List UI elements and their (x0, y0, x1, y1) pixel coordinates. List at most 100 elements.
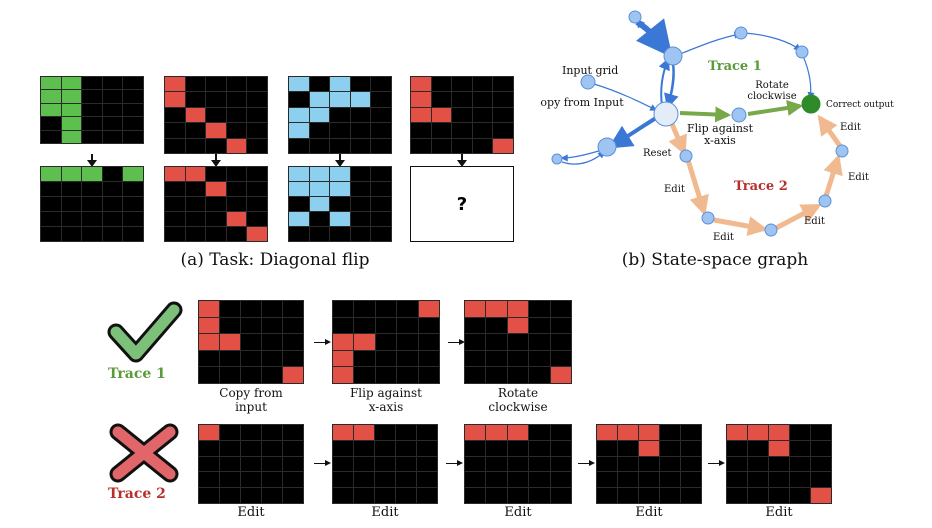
trace-2-step-1-grid (198, 424, 304, 504)
empty-cell (529, 334, 550, 350)
empty-cell (597, 488, 617, 503)
empty-cell (452, 123, 472, 138)
filled-cell (309, 182, 330, 196)
filled-cell (769, 440, 789, 456)
trace-2-step-2-grid (332, 424, 438, 504)
empty-cell (41, 130, 61, 143)
empty-cell (102, 227, 123, 241)
empty-cell (639, 488, 659, 503)
trace-2-step-3-label: Edit (504, 505, 532, 520)
empty-cell (283, 301, 303, 317)
graph-nodes (551, 10, 849, 237)
empty-cell (371, 182, 391, 196)
empty-cell (247, 123, 267, 138)
empty-cell (226, 77, 247, 92)
empty-cell (639, 456, 659, 472)
empty-cell (220, 301, 240, 317)
empty-cell (165, 182, 185, 196)
empty-cell (123, 117, 143, 130)
empty-cell (371, 123, 391, 138)
empty-cell (333, 456, 353, 472)
empty-cell (350, 227, 371, 241)
empty-cell (262, 350, 282, 367)
empty-cell (396, 488, 416, 503)
empty-cell (123, 197, 143, 211)
filled-cell (639, 425, 659, 440)
filled-cell (82, 167, 102, 181)
label-flip-against: Flip against (687, 122, 754, 135)
empty-cell (309, 212, 330, 226)
empty-cell (465, 456, 486, 472)
label-line: input (235, 400, 267, 414)
trace-2-label: Trace 2 (108, 486, 166, 502)
empty-cell (790, 440, 810, 456)
empty-cell (790, 472, 810, 488)
empty-cell (185, 212, 206, 226)
empty-cell (790, 425, 810, 440)
empty-cell (375, 367, 397, 383)
empty-cell (165, 138, 185, 153)
trace-1-arrow-1 (314, 339, 331, 345)
empty-cell (354, 472, 374, 488)
empty-cell (262, 317, 282, 334)
empty-cell (431, 123, 452, 138)
label-edit-2: Edit (713, 232, 734, 243)
label-line: clockwise (488, 400, 548, 414)
filled-cell (41, 103, 61, 117)
filled-cell (411, 92, 431, 107)
filled-cell (330, 167, 350, 181)
empty-cell (397, 350, 418, 367)
empty-cell (82, 182, 102, 196)
empty-cell (811, 440, 831, 456)
empty-cell (396, 472, 416, 488)
empty-cell (226, 182, 247, 196)
empty-cell (82, 130, 102, 143)
empty-cell (123, 130, 143, 143)
empty-cell (371, 107, 391, 123)
filled-cell (333, 367, 354, 383)
empty-cell (289, 138, 309, 153)
label-edit-3: Edit (804, 216, 825, 227)
empty-cell (431, 138, 452, 153)
empty-cell (226, 167, 247, 181)
empty-cell (748, 488, 768, 503)
empty-cell (371, 197, 391, 211)
empty-cell (241, 456, 261, 472)
empty-cell (507, 350, 529, 367)
panel-b-caption: (b) State-space graph (621, 250, 809, 270)
empty-cell (165, 123, 185, 138)
filled-cell (550, 367, 571, 383)
empty-cell (493, 107, 513, 123)
filled-cell (226, 138, 247, 153)
state-space-graph: Input grid Copy from Input Trace 1 Rotat… (540, 10, 894, 243)
empty-cell (550, 456, 571, 472)
empty-cell (597, 472, 617, 488)
filled-cell (354, 334, 375, 350)
empty-cell (681, 456, 701, 472)
filled-cell (199, 425, 219, 440)
empty-cell (262, 334, 282, 350)
empty-cell (289, 227, 309, 241)
empty-cell (247, 182, 267, 196)
panel-a-caption: (a) Task: Diagonal flip (180, 250, 370, 270)
empty-cell (397, 367, 418, 383)
empty-cell (354, 350, 375, 367)
filled-cell (283, 367, 303, 383)
empty-cell (371, 77, 391, 92)
empty-cell (790, 456, 810, 472)
empty-cell (350, 107, 371, 123)
trace-1-step-1-label: Copy from input (198, 386, 304, 414)
filled-cell (465, 425, 486, 440)
empty-cell (597, 440, 617, 456)
filled-cell (289, 182, 309, 196)
empty-cell (375, 425, 395, 440)
empty-cell (241, 334, 261, 350)
empty-cell (309, 123, 330, 138)
filled-cell (165, 167, 185, 181)
trace-2-step-4-label: Edit (635, 505, 663, 520)
empty-cell (354, 440, 374, 456)
trace-2-step-4-grid (596, 424, 702, 504)
filled-cell (727, 425, 747, 440)
empty-cell (375, 301, 397, 317)
empty-cell (811, 472, 831, 488)
